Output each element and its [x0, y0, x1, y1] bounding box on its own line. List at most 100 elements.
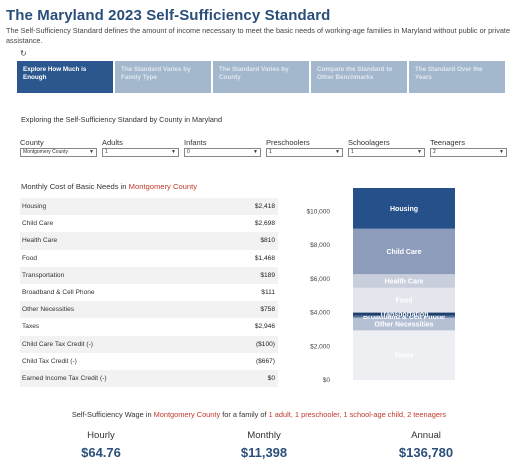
cost-table: Housing $2,418 Child Care $2,698 Health Ca…	[20, 198, 278, 388]
chevron-down-icon: ▼	[89, 149, 94, 155]
filter-teenagers: Teenagers 2 ▼	[430, 138, 507, 157]
table-row: Child Care $2,698	[20, 215, 278, 232]
schoolagers-select[interactable]: 1 ▼	[348, 148, 425, 157]
preschoolers-select[interactable]: 1 ▼	[266, 148, 343, 157]
row-value: $758	[260, 306, 275, 314]
table-row: Housing $2,418	[20, 198, 278, 216]
filter-preschoolers: Preschoolers 1 ▼	[266, 138, 343, 157]
bar-segment-label: Child Care	[386, 249, 421, 256]
bar-segment-other-necessities[interactable]	[353, 317, 455, 331]
filter-teenagers-label: Teenagers	[430, 138, 466, 147]
page-title: The Maryland 2023 Self-Sufficiency Stand…	[6, 7, 331, 24]
bar-segment-label: Other Necessities	[374, 321, 433, 328]
table-row: Broadband & Cell Phone $111	[20, 284, 278, 301]
bar-segment-label: Health Care	[385, 279, 424, 286]
wage-summary-line: Self-Sufficiency Wage in Montgomery Coun…	[0, 410, 518, 419]
row-label: Child Care	[22, 220, 54, 228]
tab-county[interactable]: The Standard Varies by County	[213, 61, 309, 93]
bar-segment-label: Broadband & Cell Phone	[363, 314, 445, 321]
filter-schoolagers-label: Schoolagers	[348, 138, 390, 147]
monthly-value: $11,398	[240, 445, 288, 460]
y-tick-label: $8,000	[310, 242, 330, 249]
schoolagers-select-value: 1	[351, 149, 354, 155]
hourly-label: Hourly	[87, 430, 115, 441]
row-label: Taxes	[22, 323, 40, 331]
row-value: $810	[260, 237, 275, 245]
row-value: $189	[260, 271, 275, 279]
bar-segment-housing[interactable]	[353, 188, 455, 229]
county-select[interactable]: Montgomery County ▼	[20, 148, 97, 157]
row-label: Child Tax Credit (-)	[22, 357, 77, 365]
chevron-down-icon: ▼	[253, 149, 258, 155]
row-label: Housing	[22, 203, 47, 211]
teenagers-select[interactable]: 2 ▼	[430, 148, 507, 157]
row-label: Health Care	[22, 237, 58, 245]
row-label: Other Necessities	[22, 306, 75, 314]
bar-segment-label: Transportation	[379, 312, 428, 319]
row-label: Transportation	[22, 271, 65, 279]
tab-over-years[interactable]: The Standard Over the Years	[409, 61, 505, 93]
filter-infants-label: Infants	[184, 138, 207, 147]
annual-stat: Annual $136,780	[366, 430, 486, 460]
bar-segment-health-care[interactable]	[353, 274, 455, 288]
table-row: Transportation $189	[20, 266, 278, 284]
hourly-stat: Hourly $64.76	[41, 430, 161, 460]
cost-table-county: Montgomery County	[128, 182, 198, 191]
bar-segment-broadband-cell-phone[interactable]	[353, 315, 455, 318]
y-tick-label: $0	[323, 377, 331, 384]
bar-segment-taxes[interactable]	[353, 330, 455, 380]
page-subtitle: The Self-Sufficiency Standard defines th…	[6, 26, 511, 45]
chevron-down-icon: ▼	[499, 149, 504, 155]
infants-select-value: 0	[187, 149, 190, 155]
filter-county-label: County	[20, 138, 44, 147]
refresh-icon[interactable]: ↻	[20, 49, 27, 58]
filter-adults-label: Adults	[102, 138, 123, 147]
chevron-down-icon: ▼	[171, 149, 176, 155]
cost-stacked-bar-chart: $0 $2,000 $4,000 $6,000 $8,000 $10,000 Taxes Ot…	[293, 185, 463, 385]
row-label: Child Care Tax Credit (-)	[22, 340, 93, 348]
annual-value: $136,780	[398, 445, 454, 460]
hourly-value: $64.76	[81, 445, 121, 460]
county-select-value: Montgomery County	[23, 149, 69, 155]
table-row: Health Care $810	[20, 232, 278, 250]
section-title: Exploring the Self-Sufficiency Standard …	[21, 115, 223, 124]
adults-select[interactable]: 1 ▼	[102, 148, 179, 157]
summary-prefix: Self-Sufficiency Wage in	[71, 410, 154, 419]
tab-benchmarks[interactable]: Compare the Standard to Other Benchmarks	[311, 61, 407, 93]
filter-adults: Adults 1 ▼	[102, 138, 179, 157]
filter-schoolagers: Schoolagers 1 ▼	[348, 138, 425, 157]
bar-segment-food[interactable]	[353, 287, 455, 313]
chevron-down-icon: ▼	[335, 149, 340, 155]
infants-select[interactable]: 0 ▼	[184, 148, 261, 157]
table-row: Child Care Tax Credit (-) ($100)	[20, 335, 278, 353]
y-tick-label: $4,000	[310, 310, 330, 317]
bar-segment-label: Taxes	[394, 353, 413, 360]
row-value: ($100)	[255, 340, 275, 348]
bar-segment-child-care[interactable]	[353, 228, 455, 275]
row-value: $111	[261, 289, 275, 297]
table-row: Other Necessities $758	[20, 301, 278, 319]
chart-svg: $0 $2,000 $4,000 $6,000 $8,000 $10,000 Taxes Ot…	[307, 188, 455, 384]
table-row: Child Tax Credit (-) ($667)	[20, 353, 278, 370]
row-label: Food	[22, 254, 38, 262]
cost-table-title: Monthly Cost of Basic Needs in Montgomer…	[21, 182, 197, 191]
chevron-down-icon: ▼	[417, 149, 422, 155]
tab-explore-how-much[interactable]: Explore How Much is Enough	[17, 61, 113, 93]
bar-segment-transportation[interactable]	[353, 312, 455, 316]
tab-family-type[interactable]: The Standard Varies by Family Type	[115, 61, 211, 93]
cost-table-title-prefix: Monthly Cost of Basic Needs in	[21, 182, 129, 191]
row-value: $0	[267, 374, 275, 382]
summary-county: Montgomery County	[153, 410, 221, 419]
summary-middle: for a family of	[220, 410, 269, 419]
preschoolers-select-value: 1	[269, 149, 272, 155]
row-label: Broadband & Cell Phone	[22, 289, 95, 297]
y-tick-label: $10,000	[307, 209, 331, 216]
filter-infants: Infants 0 ▼	[184, 138, 261, 157]
table-row: Earned Income Tax Credit (-) $0	[20, 369, 278, 388]
row-value: $1,468	[254, 254, 275, 262]
filter-county: County Montgomery County ▼	[20, 138, 97, 157]
row-value: $2,698	[254, 220, 275, 228]
monthly-label: Monthly	[247, 430, 281, 441]
bar-segment-label: Food	[395, 298, 412, 305]
tab-bar: Explore How Much is Enough The Standard …	[17, 61, 512, 93]
